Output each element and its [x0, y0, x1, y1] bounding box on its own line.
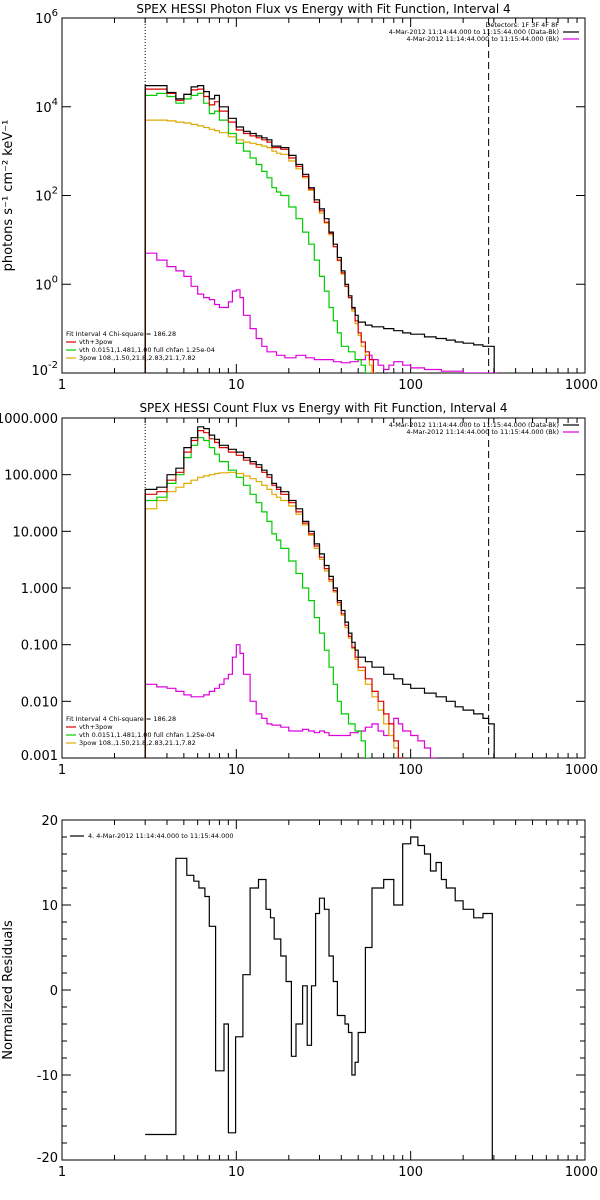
fit-legend-text: vth 0.0151,1.481,1.00 full chfan 1.25e-0…	[79, 731, 215, 739]
series-line	[144, 430, 404, 758]
y-tick-mantissa: 10	[35, 278, 52, 293]
y-tick-label: 0.001	[21, 749, 58, 764]
y-tick-exponent: 0	[52, 274, 58, 285]
y-tick-mantissa: 10	[35, 12, 52, 27]
plot-frame	[61, 417, 586, 759]
series-line	[144, 85, 495, 373]
x-tick-label: 1000	[565, 378, 598, 393]
y-tick-label: 100.000	[4, 469, 58, 484]
x-tick-label: 100	[398, 378, 423, 393]
y-tick-mantissa: 10	[31, 364, 48, 379]
x-tick-label: 10	[228, 763, 245, 778]
y-tick-label: 0.010	[21, 695, 58, 710]
y-tick-label: 10.000	[13, 525, 59, 540]
y-tick-label: 1000.000	[0, 412, 58, 427]
x-tick-label: 10	[228, 1165, 245, 1180]
y-tick-exponent: -2	[48, 360, 58, 371]
x-tick-label: 1	[58, 763, 66, 778]
x-tick-label: 1000	[565, 763, 598, 778]
y-tick-exponent: 4	[52, 97, 58, 108]
y-axis-label: photons s⁻¹ cm⁻² keV⁻¹	[1, 120, 16, 272]
y-tick-label: 100	[35, 274, 58, 293]
fit-legend-text: Fit Interval 4 Chi-square = 186.28	[66, 715, 176, 723]
plot-area	[145, 836, 493, 1160]
x-tick-label: 10	[228, 378, 245, 393]
fit-legend-text: vth 0.0151,1.481,1.00 full chfan 1.25e-0…	[79, 346, 215, 354]
x-tick-label: 1	[58, 378, 66, 393]
y-tick-exponent: 6	[52, 8, 58, 19]
y-tick-label: -10	[37, 1069, 58, 1084]
legend-text: 4-Mar-2012 11:14:44.000 to 11:15:44.000 …	[389, 28, 559, 36]
fit-legend-text: 3pow 108.,1.50,21.8,2.83,21.1,7.82	[79, 354, 196, 362]
y-tick-label: 0.100	[21, 639, 58, 654]
y-tick-mantissa: 10	[35, 190, 52, 205]
y-tick-label: 0	[50, 984, 58, 999]
series-line	[145, 836, 493, 1160]
legend-text: 4-Mar-2012 11:14:44.000 to 11:15:44.000 …	[406, 35, 559, 43]
count-flux-panel: SPEX HESSI Count Flux vs Energy with Fit…	[0, 401, 598, 778]
x-tick-label: 1	[58, 1165, 66, 1180]
y-tick-exponent: 2	[52, 186, 58, 197]
legend-text: 4-Mar-2012 11:14:44.000 to 11:15:44.000 …	[406, 428, 559, 436]
y-tick-label: 10-2	[31, 360, 58, 379]
series-line	[144, 437, 371, 758]
fit-legend-text: vth+3pow	[79, 723, 113, 731]
series-line	[144, 119, 376, 373]
y-tick-label: 10	[41, 899, 58, 914]
plot-area	[144, 418, 495, 758]
y-tick-label: 1.000	[21, 582, 58, 597]
series-line	[144, 88, 374, 373]
chart-title: SPEX HESSI Count Flux vs Energy with Fit…	[139, 401, 507, 415]
y-tick-label: 104	[35, 97, 58, 116]
plot-frame	[61, 17, 586, 374]
series-line	[144, 471, 404, 758]
plot-frame	[61, 819, 586, 1161]
chart-title: SPEX HESSI Photon Flux vs Energy with Fi…	[136, 2, 510, 16]
x-tick-label: 100	[398, 1165, 423, 1180]
fit-legend-text: Fit Interval 4 Chi-square = 186.28	[66, 330, 176, 338]
plot-area	[144, 18, 498, 373]
y-tick-label: 20	[41, 814, 58, 829]
series-line	[144, 252, 498, 373]
series-line	[144, 92, 371, 373]
y-tick-label: 106	[35, 8, 58, 27]
x-tick-label: 1000	[565, 1165, 598, 1180]
fit-legend-text: 3pow 108.,1.50,21.8,2.83,21.1,7.82	[79, 739, 196, 747]
y-tick-mantissa: 10	[35, 101, 52, 116]
x-tick-label: 100	[398, 763, 423, 778]
y-tick-label: 102	[35, 186, 58, 205]
legend-text: 4. 4-Mar-2012 11:14:44.000 to 11:15:44.0…	[88, 832, 234, 840]
legend-text: 4-Mar-2012 11:14:44.000 to 11:15:44.000 …	[389, 421, 559, 429]
y-axis-label: Normalized Residuals	[1, 920, 16, 1060]
y-tick-label: -20	[37, 1151, 58, 1166]
photon-flux-panel: SPEX HESSI Photon Flux vs Energy with Fi…	[1, 2, 598, 393]
legend-text: Detectors: 1F 3F 4F 8F	[485, 21, 559, 29]
fit-legend-text: vth+3pow	[79, 338, 113, 346]
series-line	[144, 426, 495, 758]
